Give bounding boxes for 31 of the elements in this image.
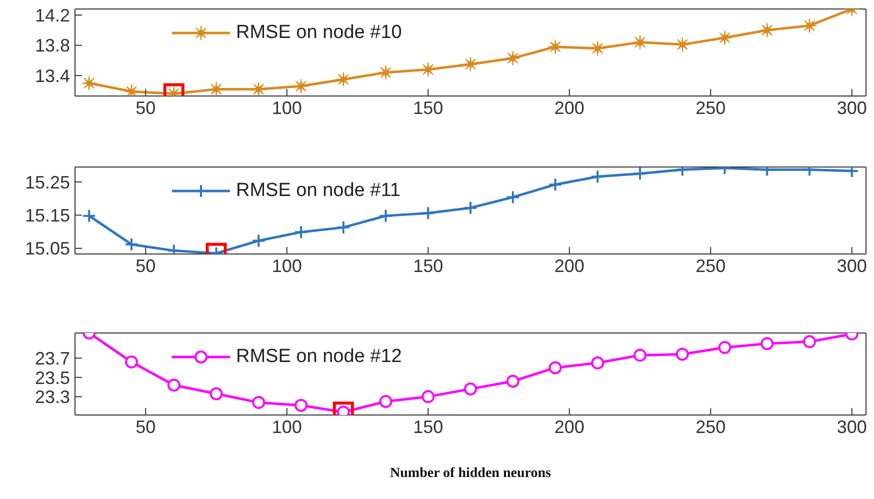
x-tick-label: 100 — [272, 98, 302, 118]
x-tick-label: 150 — [413, 416, 444, 437]
x-tick-label: 250 — [696, 256, 726, 276]
y-tick-label: 23.7 — [34, 348, 70, 368]
x-tick-label: 50 — [136, 98, 156, 118]
y-tick-label: 15.15 — [24, 206, 70, 226]
x-tick-label: 100 — [272, 256, 302, 276]
x-axis-title: Number of hidden neurons — [390, 466, 552, 481]
x-tick-label: 200 — [554, 98, 584, 118]
x-tick-label: 300 — [836, 416, 867, 437]
y-tick-label: 23.5 — [34, 368, 70, 388]
y-tick-label: 23.3 — [34, 387, 70, 408]
x-tick-label: 100 — [272, 416, 302, 437]
x-tick-label: 200 — [554, 256, 584, 276]
legend-label: RMSE on node #11 — [236, 180, 400, 202]
x-tick-label: 250 — [696, 416, 726, 437]
y-tick-label: 14.2 — [34, 5, 70, 26]
x-tick-label: 200 — [554, 416, 584, 437]
x-tick-label: 150 — [413, 256, 444, 276]
y-tick-label: 13.4 — [34, 66, 70, 86]
x-tick-label: 300 — [836, 256, 867, 276]
legend-label: RMSE on node #10 — [236, 22, 402, 44]
x-tick-label: 250 — [696, 98, 726, 118]
x-tick-label: 50 — [136, 416, 156, 437]
y-tick-label: 13.8 — [34, 36, 70, 56]
legend-label: RMSE on node #12 — [236, 346, 402, 368]
x-tick-label: 50 — [136, 256, 156, 276]
y-tick-label: 15.05 — [24, 238, 70, 259]
y-tick-label: 15.25 — [24, 172, 70, 192]
x-tick-label: 150 — [413, 98, 444, 118]
x-tick-label: 300 — [836, 98, 867, 118]
